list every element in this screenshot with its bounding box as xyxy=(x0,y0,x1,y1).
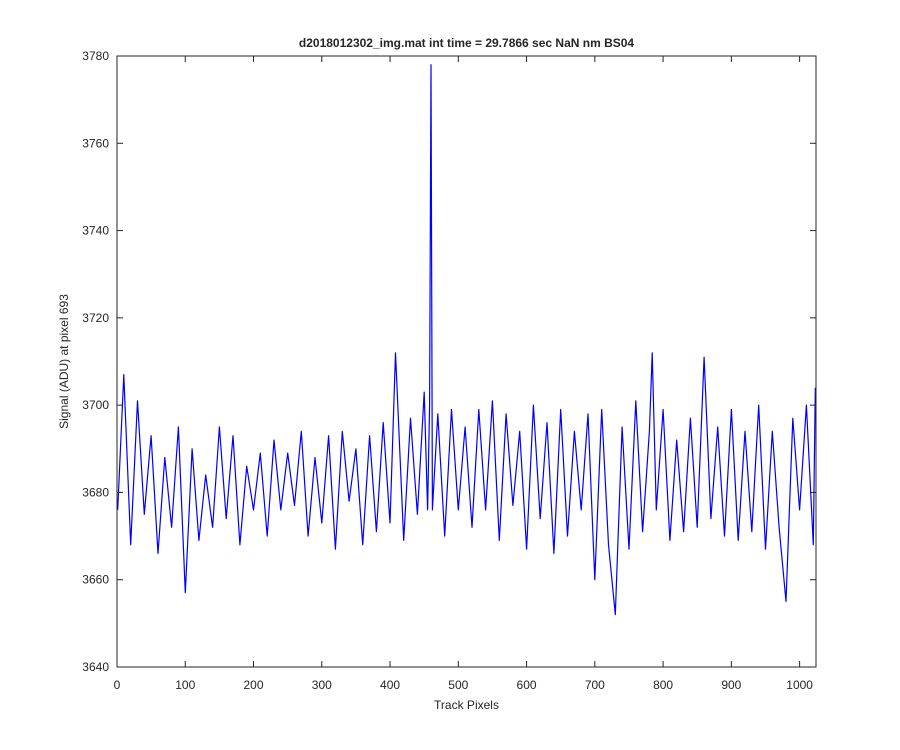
y-tick-label: 3720 xyxy=(82,311,109,325)
x-tick-label: 400 xyxy=(380,678,400,692)
x-tick-label: 300 xyxy=(312,678,332,692)
plot-area xyxy=(117,56,816,667)
x-tick-label: 1000 xyxy=(786,678,813,692)
x-tick-label: 0 xyxy=(114,678,121,692)
x-tick-label: 800 xyxy=(653,678,673,692)
y-tick-label: 3660 xyxy=(82,573,109,587)
x-axis-label: Track Pixels xyxy=(434,698,499,712)
y-axis: 3640 3660 3680 3700 3720 3740 3760 3780 xyxy=(82,49,816,674)
x-tick-label: 600 xyxy=(517,678,537,692)
chart-title: d2018012302_img.mat int time = 29.7866 s… xyxy=(299,36,635,50)
x-tick-label: 200 xyxy=(244,678,264,692)
series-line-0 xyxy=(117,64,816,616)
x-tick-label: 900 xyxy=(721,678,741,692)
axes-box xyxy=(116,55,817,668)
x-tick-label: 100 xyxy=(175,678,195,692)
x-tick-label: 500 xyxy=(448,678,468,692)
series-layer xyxy=(117,64,816,616)
y-tick-label: 3760 xyxy=(82,136,109,150)
y-axis-label: Signal (ADU) at pixel 693 xyxy=(57,294,71,429)
y-tick-label: 3740 xyxy=(82,224,109,238)
y-tick-label: 3640 xyxy=(82,660,109,674)
x-tick-label: 700 xyxy=(585,678,605,692)
y-tick-label: 3680 xyxy=(82,485,109,499)
y-tick-label: 3700 xyxy=(82,398,109,412)
x-axis: 0 100 200 300 400 500 600 700 800 900 1000 xyxy=(114,56,813,692)
y-tick-label: 3780 xyxy=(82,49,109,63)
